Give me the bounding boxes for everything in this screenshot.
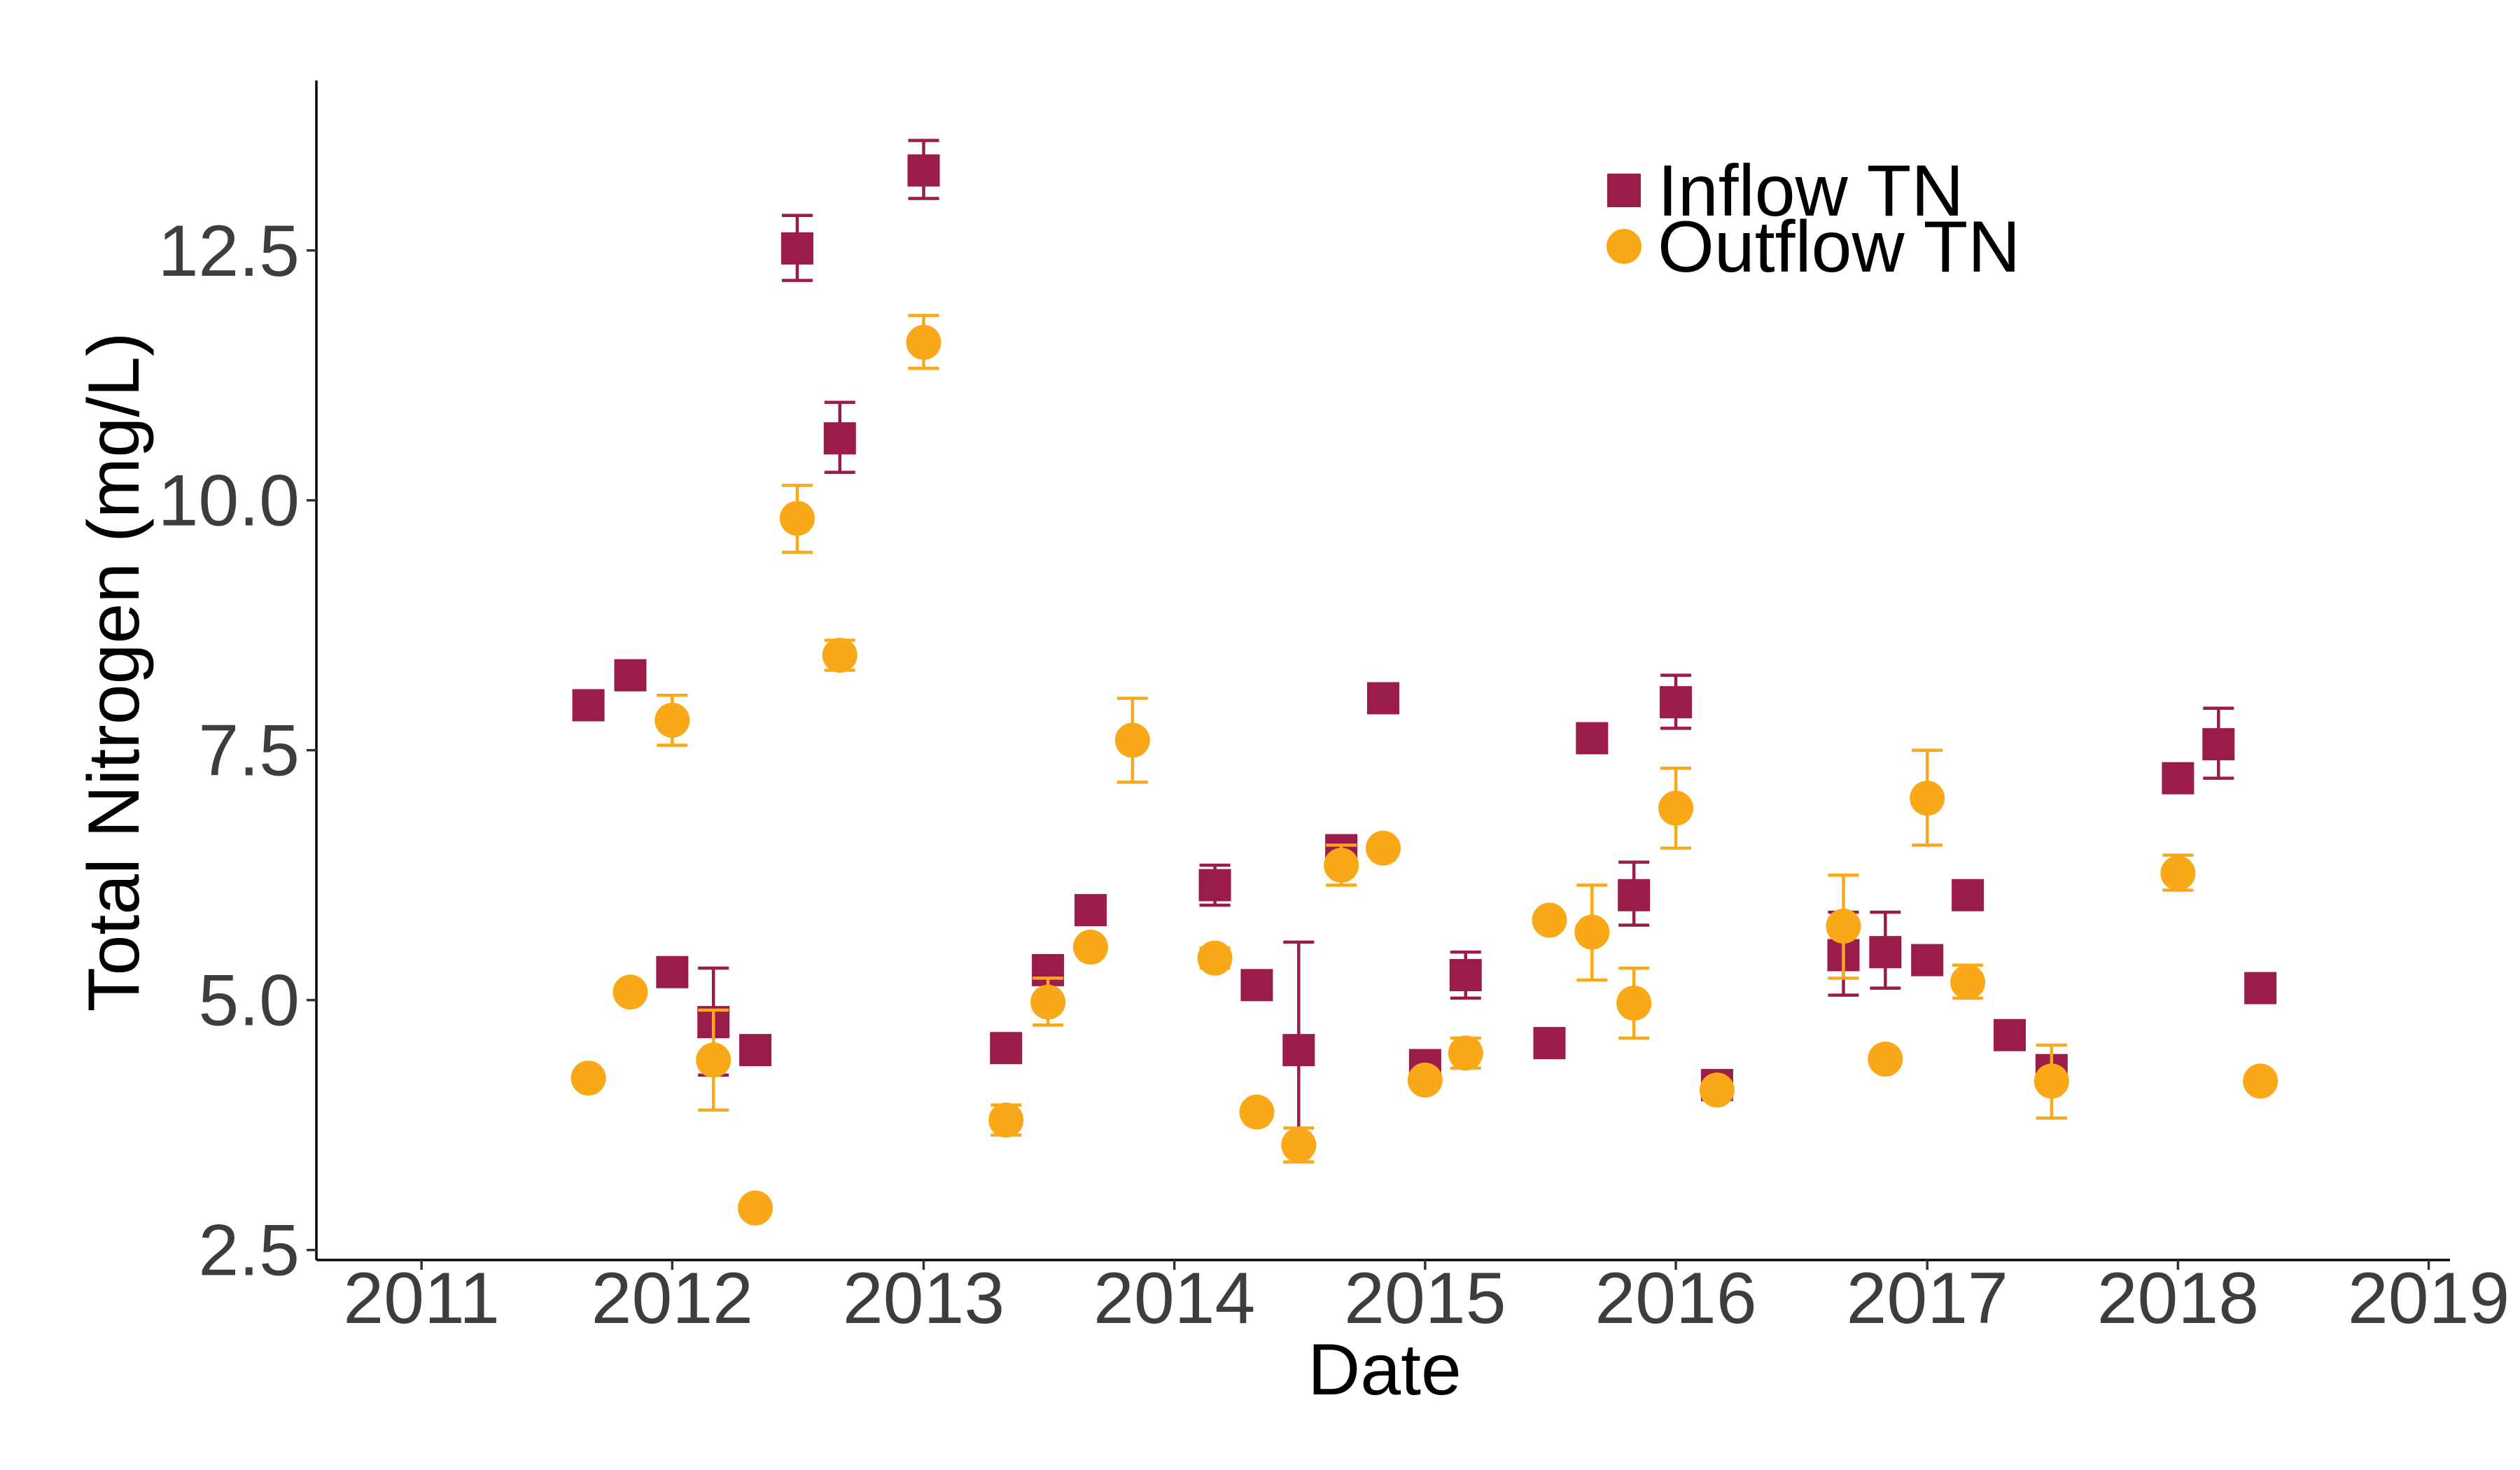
data-point-circle bbox=[612, 974, 648, 1010]
y-tick-label: 10.0 bbox=[158, 461, 300, 542]
data-point-circle bbox=[696, 1042, 732, 1078]
data-point-square bbox=[1576, 722, 1609, 755]
data-point-square bbox=[1993, 1018, 2026, 1051]
data-point-square bbox=[2244, 972, 2277, 1004]
data-point-circle bbox=[822, 638, 858, 673]
data-point-square bbox=[656, 955, 689, 988]
data-point-circle bbox=[1366, 830, 1401, 866]
legend-swatch-square bbox=[1607, 174, 1641, 207]
legend-label: Inflow TN bbox=[1658, 150, 1963, 232]
y-tick-label: 7.5 bbox=[198, 710, 300, 792]
data-point-square bbox=[1660, 686, 1693, 719]
data-point-square bbox=[780, 232, 813, 265]
data-point-square bbox=[1911, 944, 1944, 976]
data-point-square bbox=[823, 422, 856, 455]
data-point-circle bbox=[1868, 1041, 1903, 1077]
axis-ticks: 2011 2012 2013 2014 2015 2016 2017 2018 2019 2.5 5… bbox=[158, 211, 2510, 1339]
data-point-circle bbox=[654, 702, 690, 738]
x-tick-label: 2015 bbox=[1344, 1258, 1506, 1339]
data-point-square bbox=[1282, 1034, 1315, 1067]
data-point-circle bbox=[2243, 1063, 2278, 1099]
data-point-square bbox=[1618, 878, 1651, 911]
data-point-square bbox=[2162, 762, 2194, 794]
legend-swatch-circle bbox=[1606, 229, 1642, 264]
data-point-circle bbox=[988, 1102, 1024, 1138]
data-point-square bbox=[1240, 969, 1273, 1002]
data-point-circle bbox=[1699, 1072, 1735, 1108]
data-point-square bbox=[1952, 878, 1984, 911]
series-outflow-tn bbox=[570, 314, 2278, 1226]
data-point-square bbox=[614, 659, 647, 692]
data-point-circle bbox=[779, 500, 815, 536]
data-point-square bbox=[990, 1032, 1023, 1065]
data-point-circle bbox=[1072, 930, 1108, 965]
x-tick-label: 2014 bbox=[1093, 1258, 1255, 1339]
y-axis-title: Total Nitrogen (mg/L) bbox=[74, 332, 155, 1011]
data-point-circle bbox=[1114, 722, 1150, 758]
data-point-circle bbox=[1197, 940, 1233, 976]
data-point-circle bbox=[1950, 965, 1986, 1000]
data-point-circle bbox=[1658, 790, 1694, 826]
data-point-circle bbox=[1574, 914, 1610, 950]
y-tick-label: 12.5 bbox=[158, 211, 300, 292]
data-point-square bbox=[572, 689, 605, 722]
data-point-square bbox=[1869, 936, 1902, 969]
x-axis-title: Date bbox=[1308, 1329, 1462, 1410]
x-tick-label: 2016 bbox=[1595, 1258, 1756, 1339]
data-point-circle bbox=[570, 1060, 606, 1096]
data-point-circle bbox=[1448, 1035, 1483, 1071]
data-point-circle bbox=[906, 325, 941, 360]
data-point-circle bbox=[1239, 1094, 1275, 1130]
x-tick-label: 2019 bbox=[2348, 1258, 2510, 1339]
data-point-circle bbox=[1616, 986, 1652, 1021]
legend-item: Inflow TN bbox=[1607, 150, 1963, 232]
data-point-circle bbox=[2160, 855, 2196, 891]
data-point-square bbox=[1449, 959, 1482, 992]
data-point-square bbox=[1074, 894, 1107, 927]
data-point-square bbox=[739, 1034, 772, 1067]
x-tick-label: 2011 bbox=[343, 1258, 500, 1339]
data-point-circle bbox=[1910, 780, 1945, 816]
data-point-circle bbox=[1324, 847, 1359, 883]
data-point-circle bbox=[1532, 902, 1567, 938]
x-tick-label: 2017 bbox=[1847, 1258, 2008, 1339]
data-point-square bbox=[907, 154, 940, 187]
data-point-circle bbox=[738, 1190, 774, 1226]
x-tick-label: 2012 bbox=[592, 1258, 753, 1339]
data-point-circle bbox=[1826, 909, 1861, 944]
data-point-square bbox=[1367, 682, 1399, 715]
data-point-square bbox=[1533, 1027, 1566, 1060]
y-tick-label: 2.5 bbox=[198, 1210, 300, 1292]
data-point-square bbox=[1198, 869, 1231, 902]
x-tick-label: 2013 bbox=[843, 1258, 1004, 1339]
data-point-circle bbox=[1281, 1127, 1317, 1163]
x-tick-label: 2018 bbox=[2097, 1258, 2259, 1339]
data-point-circle bbox=[1030, 984, 1066, 1020]
legend-label: Outflow TN bbox=[1658, 206, 2020, 288]
legend-item: Outflow TN bbox=[1606, 206, 2020, 288]
plot-marks bbox=[570, 139, 2278, 1226]
y-tick-label: 5.0 bbox=[198, 960, 300, 1042]
data-point-circle bbox=[2033, 1063, 2069, 1099]
data-point-circle bbox=[1407, 1062, 1443, 1098]
data-point-square bbox=[2202, 728, 2235, 761]
